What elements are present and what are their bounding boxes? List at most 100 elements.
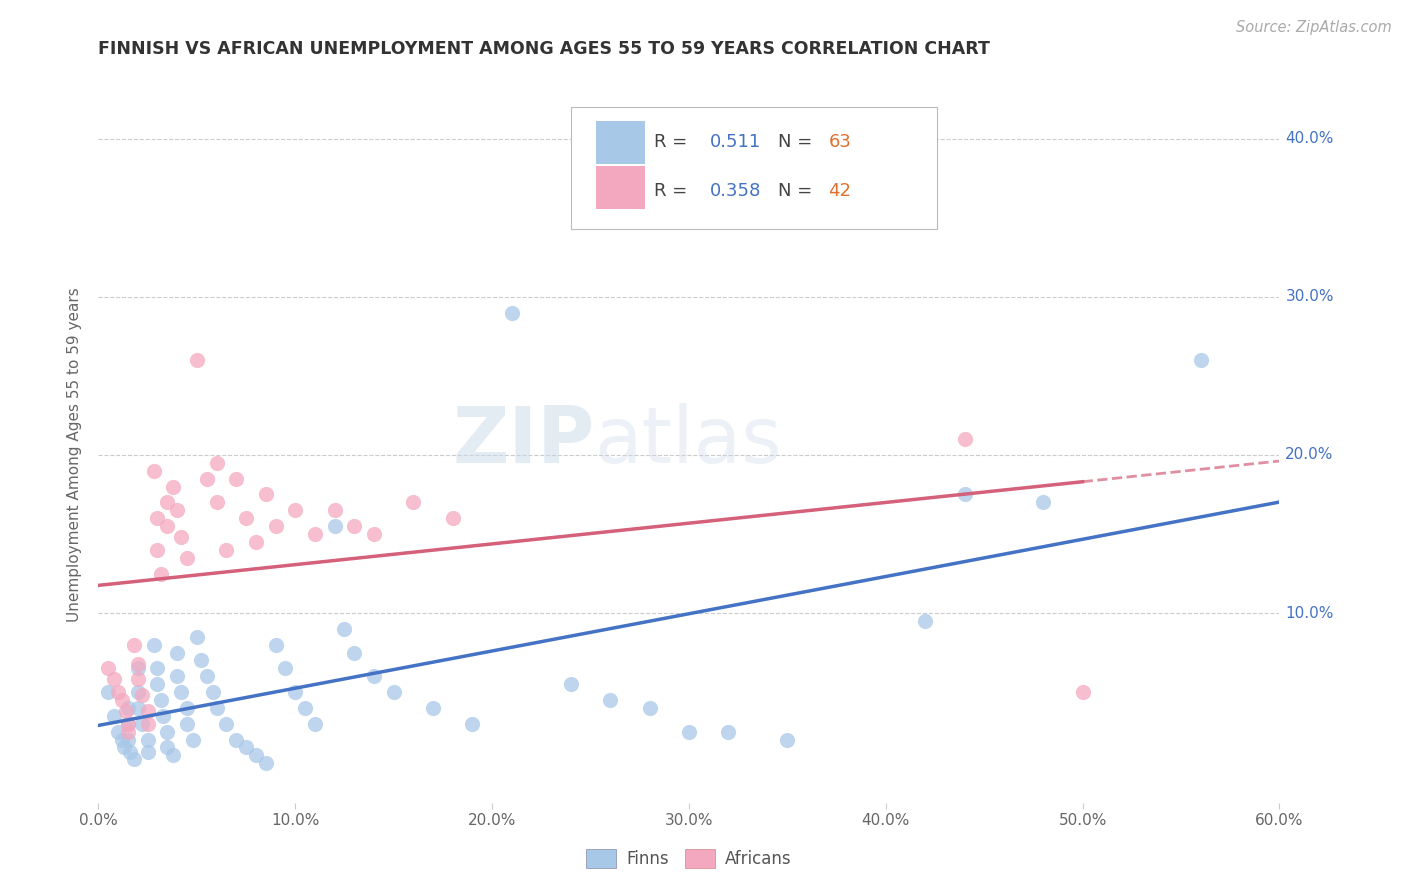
Point <box>136 704 159 718</box>
Point <box>131 716 153 731</box>
Text: ZIP: ZIP <box>453 403 595 479</box>
Point <box>1071 685 1094 699</box>
Point <box>333 622 356 636</box>
Text: 30.0%: 30.0% <box>1285 289 1334 304</box>
Point <box>166 646 188 660</box>
Point <box>131 688 153 702</box>
Point <box>205 456 228 470</box>
Y-axis label: Unemployment Among Ages 55 to 59 years: Unemployment Among Ages 55 to 59 years <box>67 287 83 623</box>
Point <box>461 716 484 731</box>
Point <box>186 353 208 368</box>
Point <box>111 732 134 747</box>
Point <box>146 511 169 525</box>
Point <box>170 685 193 699</box>
Point <box>776 732 799 747</box>
Point <box>156 495 179 509</box>
Point <box>112 740 135 755</box>
Point <box>264 638 287 652</box>
Point <box>181 732 204 747</box>
Point <box>343 646 366 660</box>
FancyBboxPatch shape <box>571 107 936 229</box>
Point <box>103 708 125 723</box>
Point <box>323 519 346 533</box>
Point <box>205 701 228 715</box>
Point <box>127 673 149 687</box>
Text: 0.358: 0.358 <box>710 182 762 200</box>
Point <box>156 519 179 533</box>
Point <box>264 519 287 533</box>
Point <box>146 677 169 691</box>
Point <box>254 487 277 501</box>
Point <box>678 724 700 739</box>
Point <box>117 716 139 731</box>
Point <box>235 511 257 525</box>
Point <box>127 685 149 699</box>
Point <box>284 503 307 517</box>
Point <box>323 503 346 517</box>
Point <box>176 701 198 715</box>
Point <box>117 724 139 739</box>
Point <box>599 693 621 707</box>
Text: 0.511: 0.511 <box>710 133 762 151</box>
Point <box>560 677 582 691</box>
Point <box>501 305 523 319</box>
Point <box>225 472 247 486</box>
Point <box>156 724 179 739</box>
Text: atlas: atlas <box>595 403 782 479</box>
Point <box>97 685 120 699</box>
Point <box>142 638 165 652</box>
Point <box>150 566 173 581</box>
Text: 20.0%: 20.0% <box>1285 448 1334 462</box>
Point <box>156 740 179 755</box>
Point <box>136 716 159 731</box>
Point <box>274 661 297 675</box>
Point <box>146 661 169 675</box>
Point <box>254 756 277 771</box>
Point <box>150 693 173 707</box>
Point <box>117 716 139 731</box>
Point <box>953 487 976 501</box>
Text: R =: R = <box>654 133 693 151</box>
Point <box>142 464 165 478</box>
Text: 63: 63 <box>828 133 851 151</box>
Point <box>122 751 145 765</box>
Point <box>914 614 936 628</box>
Point <box>136 732 159 747</box>
Point <box>343 519 366 533</box>
Point <box>382 685 405 699</box>
Point <box>115 704 138 718</box>
Point <box>363 527 385 541</box>
Point <box>284 685 307 699</box>
Point <box>107 685 129 699</box>
Point <box>638 701 661 715</box>
FancyBboxPatch shape <box>596 166 645 210</box>
Point <box>103 673 125 687</box>
FancyBboxPatch shape <box>596 121 645 164</box>
Point <box>225 732 247 747</box>
Text: 42: 42 <box>828 182 851 200</box>
Point <box>1032 495 1054 509</box>
Point <box>304 527 326 541</box>
Point <box>245 534 267 549</box>
Point <box>195 472 218 486</box>
Point <box>205 495 228 509</box>
Point <box>953 432 976 446</box>
Point <box>294 701 316 715</box>
Point <box>127 661 149 675</box>
Point <box>170 530 193 544</box>
Text: N =: N = <box>778 133 817 151</box>
Text: R =: R = <box>654 182 693 200</box>
Point <box>1189 353 1212 368</box>
Point <box>190 653 212 667</box>
Point <box>136 745 159 759</box>
Point <box>111 693 134 707</box>
Point <box>402 495 425 509</box>
Point <box>195 669 218 683</box>
Point <box>162 479 184 493</box>
Point <box>215 542 238 557</box>
Text: Source: ZipAtlas.com: Source: ZipAtlas.com <box>1236 20 1392 35</box>
Text: FINNISH VS AFRICAN UNEMPLOYMENT AMONG AGES 55 TO 59 YEARS CORRELATION CHART: FINNISH VS AFRICAN UNEMPLOYMENT AMONG AG… <box>98 40 990 58</box>
Point <box>162 748 184 763</box>
Point <box>215 716 238 731</box>
Point <box>122 638 145 652</box>
